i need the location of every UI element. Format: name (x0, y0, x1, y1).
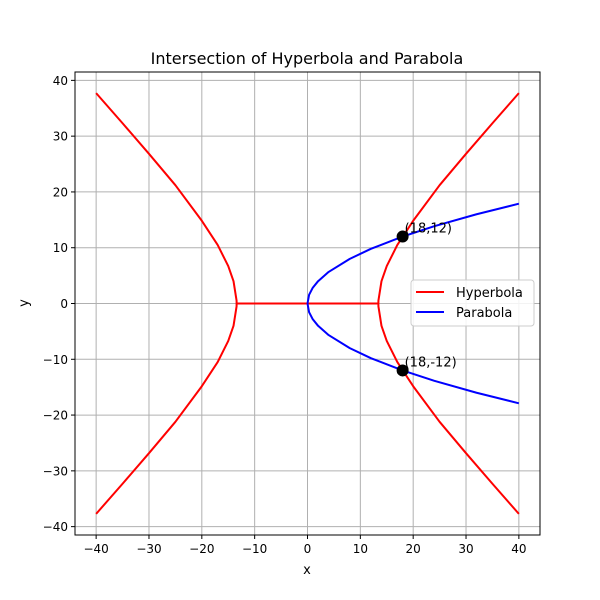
hyperbola-curve (377, 303, 520, 515)
y-tick-label: 20 (53, 185, 68, 199)
intersection-point (396, 230, 409, 243)
x-tick-label: −30 (136, 542, 161, 556)
x-tick-label: 0 (304, 542, 312, 556)
y-tick-label: 0 (60, 297, 68, 311)
x-tick-label: −10 (242, 542, 267, 556)
intersection-points: (18,12) (18,-12) (396, 222, 457, 377)
parabola-curve (306, 303, 520, 405)
x-tick-label: 10 (353, 542, 368, 556)
y-tick-label: −40 (43, 520, 68, 534)
chart-title: Intersection of Hyperbola and Parabola (151, 49, 464, 68)
x-tick-label: 40 (511, 542, 526, 556)
hyperbola-curve (95, 303, 238, 515)
y-tick-label: −20 (43, 409, 68, 423)
y-tick-label: 40 (53, 74, 68, 88)
x-tick-label: 20 (406, 542, 421, 556)
intersection-point (396, 364, 409, 377)
y-tick-label: −30 (43, 464, 68, 478)
x-tick-label: −20 (189, 542, 214, 556)
y-tick-label: 30 (53, 130, 68, 144)
legend: Hyperbola Parabola (410, 279, 535, 327)
intersection-label: (18,-12) (405, 355, 457, 370)
x-axis-label: x (303, 563, 311, 578)
legend-label-hyperbola: Hyperbola (456, 286, 523, 301)
hyperbola-curve (377, 92, 520, 304)
x-tick-label: 30 (458, 542, 473, 556)
intersection-label: (18,12) (405, 222, 452, 237)
hyperbola-curve (95, 92, 238, 304)
parabola-curve (306, 202, 520, 304)
legend-label-parabola: Parabola (456, 306, 512, 321)
y-tick-label: 10 (53, 241, 68, 255)
x-tick-label: −40 (83, 542, 108, 556)
y-axis-label: y (17, 299, 32, 307)
y-axis: −40 −30 −20 −10 0 10 20 30 40 (43, 74, 75, 534)
x-axis: −40 −30 −20 −10 0 10 20 30 40 (83, 535, 527, 556)
y-tick-label: −10 (43, 353, 68, 367)
